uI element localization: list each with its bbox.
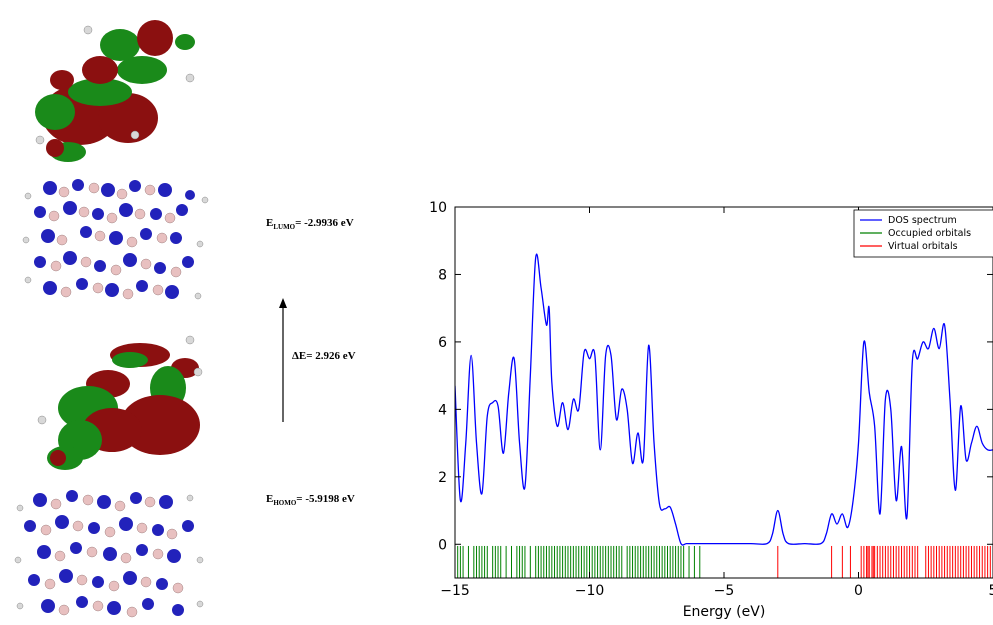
x-tick-label: −5 (714, 583, 735, 599)
y-tick-label: 8 (438, 267, 447, 283)
x-axis-label: Energy (eV) (683, 604, 766, 620)
lumo-energy-label: ELUMO= -2.9936 eV (266, 217, 354, 231)
lumo-bn-sheet (22, 179, 209, 300)
energy-gap-arrow (279, 298, 287, 422)
y-tick-label: 6 (438, 335, 447, 351)
x-tick-label: −10 (575, 583, 605, 599)
homo-energy-label: EHOMO= -5.9198 eV (266, 493, 355, 507)
x-tick-label: 0 (854, 583, 863, 599)
dos-chart: 0 2 4 6 8 10 −15 −10 −5 0 5 Energy (eV) DOS spectr… (410, 180, 993, 621)
dos-spectrum-line (455, 253, 993, 546)
chart-legend: DOS spectrum Occupied orbitals Virtual o… (853, 209, 993, 258)
y-tick-label: 0 (438, 537, 447, 553)
dos-chart-svg: 0 2 4 6 8 10 −15 −10 −5 0 5 Energy (eV) DOS spectr… (429, 200, 993, 620)
homo-bn-sheet (14, 490, 204, 618)
legend-label-dos: DOS spectrum (888, 215, 957, 226)
y-tick-label: 2 (438, 470, 447, 486)
y-tick-label: 4 (438, 402, 447, 418)
legend-label-virtual: Virtual orbitals (888, 241, 958, 252)
homo-orbital-image (37, 335, 203, 470)
orbital-illustration: ELUMO= -2.9936 eV ΔE= 2.926 eV EHOMO= -5… (14, 20, 356, 618)
y-tick-label: 10 (429, 200, 447, 216)
lumo-orbital-image (35, 20, 195, 162)
molecular-orbital-panel: ELUMO= -2.9936 eV ΔE= 2.926 eV EHOMO= -5… (0, 0, 420, 621)
legend-label-occupied: Occupied orbitals (888, 228, 971, 239)
x-tick-label: 5 (989, 583, 993, 599)
energy-gap-label: ΔE= 2.926 eV (292, 350, 356, 362)
x-tick-label: −15 (440, 583, 470, 599)
